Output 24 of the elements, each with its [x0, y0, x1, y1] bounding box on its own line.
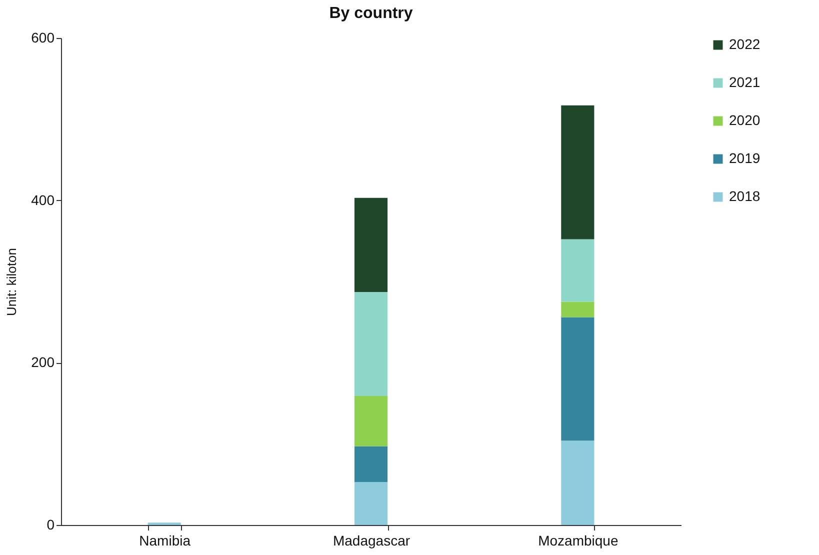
bar [354, 482, 388, 525]
chart-title: By country [329, 5, 413, 22]
bar [561, 105, 594, 240]
bar [354, 396, 388, 446]
y-axis-title: Unit: kiloton [4, 248, 20, 316]
bar [561, 440, 594, 525]
bar [354, 198, 388, 292]
x-tick-label: Madagascar [332, 532, 410, 548]
x-tick-label: Mozambique [538, 532, 618, 548]
legend-label: 2021 [729, 74, 760, 90]
y-tick-label: 600 [31, 30, 55, 46]
bar [354, 446, 388, 482]
legend-label: 2020 [729, 112, 760, 128]
y-tick-label: 0 [46, 516, 55, 532]
legend-label: 2019 [729, 150, 760, 166]
legend-label: 2022 [729, 36, 760, 52]
y-tick-label: 200 [31, 354, 55, 370]
legend-label: 2018 [729, 188, 760, 204]
bar [561, 302, 594, 318]
bar [561, 239, 594, 302]
x-tick-label: Namibia [139, 532, 191, 548]
bar [354, 292, 388, 396]
bar [561, 317, 594, 441]
y-tick-label: 400 [31, 192, 55, 208]
